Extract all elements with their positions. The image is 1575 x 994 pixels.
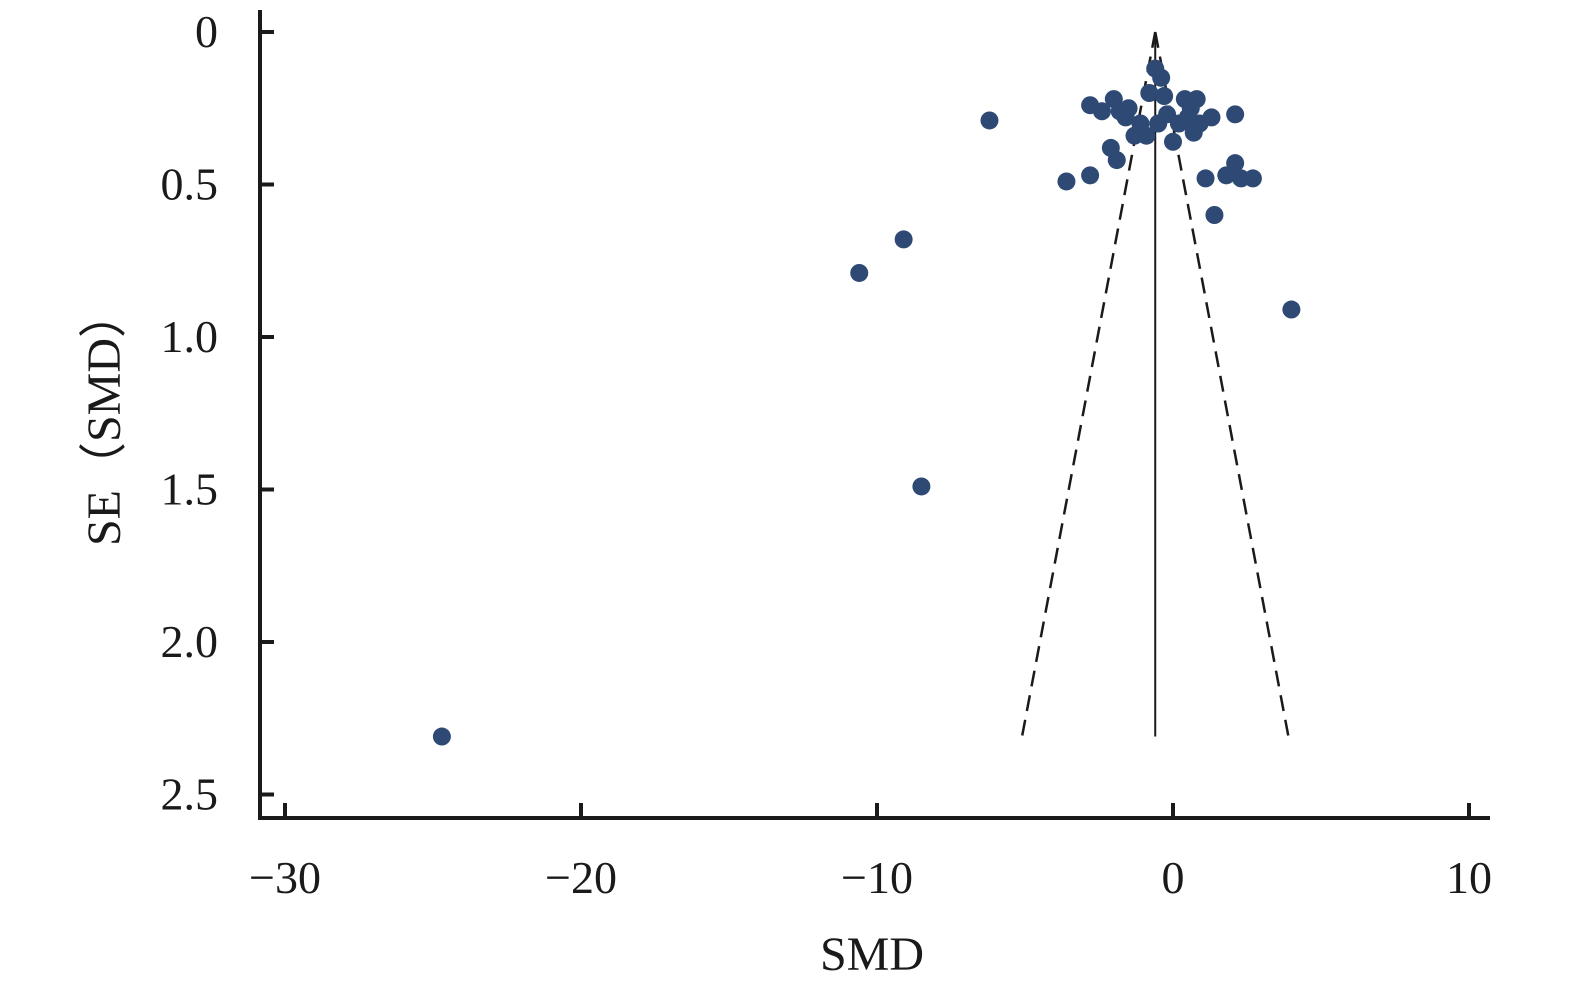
data-point — [1187, 90, 1206, 109]
y-tick-label: 0.5 — [161, 159, 219, 210]
data-point — [432, 727, 451, 746]
data-point — [912, 477, 931, 496]
y-axis-ticks: 0 0.5 1.0 1.5 2.0 2.5 — [161, 6, 274, 820]
data-point — [1196, 169, 1215, 188]
data-point — [1164, 132, 1182, 151]
data-point — [1243, 169, 1262, 188]
x-tick-label: 10 — [1446, 852, 1492, 903]
data-point — [1202, 108, 1221, 127]
data-point — [1137, 126, 1156, 145]
y-tick-label: 1.5 — [161, 464, 219, 515]
data-points — [432, 59, 1301, 746]
data-point — [1092, 102, 1111, 121]
y-tick-label: 2.0 — [161, 616, 219, 667]
x-tick-label: 0 — [1162, 852, 1185, 903]
y-tick-label: 0 — [195, 6, 218, 57]
y-tick-label: 2.5 — [161, 769, 219, 820]
data-point — [980, 111, 999, 130]
data-point — [1155, 87, 1174, 106]
x-tick-label: −10 — [841, 852, 913, 903]
funnel-left-bound — [1020, 31, 1157, 737]
funnel-right-bound — [1154, 31, 1290, 737]
x-axis-ticks: −30 −20 −10 0 10 — [249, 803, 1492, 903]
data-point — [1226, 154, 1245, 173]
x-axis-title: SMD — [820, 928, 924, 981]
data-point — [1101, 138, 1120, 157]
data-point — [1119, 99, 1138, 118]
data-point — [894, 230, 913, 249]
x-tick-label: −30 — [249, 852, 321, 903]
x-tick-label: −20 — [545, 852, 617, 903]
data-point — [1057, 172, 1076, 191]
funnel-lines — [1020, 31, 1290, 737]
data-point — [1152, 68, 1171, 87]
y-tick-label: 1.0 — [161, 311, 219, 362]
data-point — [1140, 84, 1159, 102]
data-point — [1205, 206, 1224, 224]
data-point — [1081, 166, 1100, 185]
y-axis-title: SE（SMD） — [78, 290, 131, 546]
data-point — [1226, 105, 1245, 124]
data-point — [1282, 300, 1301, 319]
data-point — [850, 263, 869, 282]
